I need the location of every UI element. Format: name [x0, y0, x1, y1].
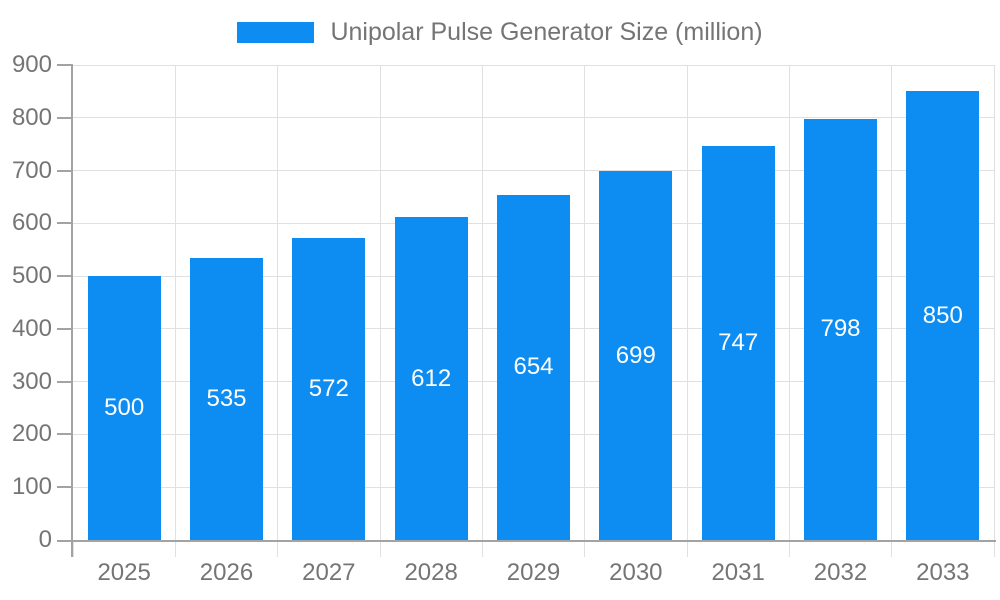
bar-value-label: 535: [206, 384, 247, 412]
bar[interactable]: 535: [190, 257, 263, 540]
y-axis-tick: [57, 116, 73, 119]
gridline-vertical: [584, 65, 586, 540]
bar[interactable]: 654: [497, 194, 570, 540]
bar[interactable]: 747: [701, 145, 775, 540]
y-axis-tick: [57, 222, 73, 225]
x-axis-tick: [379, 542, 381, 557]
x-axis-tick: [891, 542, 893, 557]
gridline-vertical: [891, 65, 893, 540]
y-tick-label: 600: [11, 209, 52, 237]
gridline-vertical: [993, 65, 995, 540]
gridline-vertical: [379, 65, 381, 540]
y-tick-label: 800: [11, 103, 52, 131]
y-tick-label: 900: [11, 51, 52, 78]
x-axis-tick: [993, 542, 995, 557]
x-tick-label: 2031: [711, 559, 765, 586]
x-tick-label: 2026: [199, 559, 254, 586]
bar-value-label: 798: [820, 315, 861, 343]
y-tick-label: 0: [38, 526, 52, 553]
plot-area: 0 100 200 300 400 500 600 700 800 900 500 2025 535 20…: [12, 53, 996, 586]
legend[interactable]: Unipolar Pulse Generator Size (million): [0, 19, 1000, 45]
y-tick-label: 500: [11, 262, 52, 290]
y-tick-label: 300: [11, 367, 52, 395]
y-tick-label: 700: [11, 156, 52, 184]
bar-value-label: 572: [308, 375, 349, 403]
y-axis-tick: [57, 64, 73, 66]
gridline-horizontal: [73, 170, 994, 172]
bar-value-label: 500: [104, 394, 145, 422]
bar[interactable]: 699: [599, 171, 673, 540]
bar[interactable]: 572: [292, 238, 366, 540]
x-axis-line: [57, 540, 996, 542]
bar-value-label: 850: [922, 301, 963, 329]
bar[interactable]: 850: [906, 91, 980, 540]
bar-value-label: 699: [615, 341, 656, 369]
gridline-horizontal: [73, 117, 994, 119]
x-axis-tick: [686, 542, 688, 557]
y-axis-line: [71, 65, 73, 557]
x-tick-label: 2025: [97, 559, 151, 586]
x-axis-tick: [277, 542, 279, 557]
x-tick-label: 2032: [813, 559, 868, 586]
gridline-horizontal: [73, 64, 994, 66]
bar[interactable]: 612: [394, 217, 468, 540]
x-axis-tick: [174, 542, 176, 557]
gridline-vertical: [788, 65, 790, 540]
legend-label: Unipolar Pulse Generator Size (million): [330, 18, 763, 46]
y-tick-label: 100: [11, 473, 52, 501]
gridline-vertical: [174, 65, 176, 540]
x-tick-label: 2030: [609, 559, 663, 586]
legend-swatch[interactable]: [237, 21, 315, 43]
y-tick-label: 400: [11, 314, 52, 342]
x-tick-label: 2029: [506, 559, 561, 586]
y-tick-label: 200: [11, 420, 52, 448]
x-tick-label: 2027: [302, 559, 356, 586]
x-axis-tick: [72, 542, 74, 557]
gridline-vertical: [686, 65, 688, 540]
x-axis-tick: [584, 542, 586, 557]
bar[interactable]: 798: [804, 118, 877, 540]
x-axis-tick: [788, 542, 790, 557]
y-axis-tick: [57, 169, 73, 172]
bar[interactable]: 500: [87, 276, 161, 540]
x-tick-label: 2028: [404, 559, 458, 586]
bar-value-label: 654: [513, 353, 554, 381]
bar-value-label: 612: [411, 364, 452, 392]
gridline-vertical: [277, 65, 279, 540]
y-axis-tick: [57, 380, 73, 383]
y-axis-tick: [57, 433, 73, 436]
y-axis-tick: [57, 486, 73, 489]
y-axis-tick: [57, 275, 73, 278]
y-axis-tick: [57, 327, 73, 330]
gridline-vertical: [481, 65, 483, 540]
bar-value-label: 747: [718, 328, 759, 356]
x-axis-tick: [481, 542, 483, 557]
x-tick-label: 2033: [916, 559, 970, 586]
